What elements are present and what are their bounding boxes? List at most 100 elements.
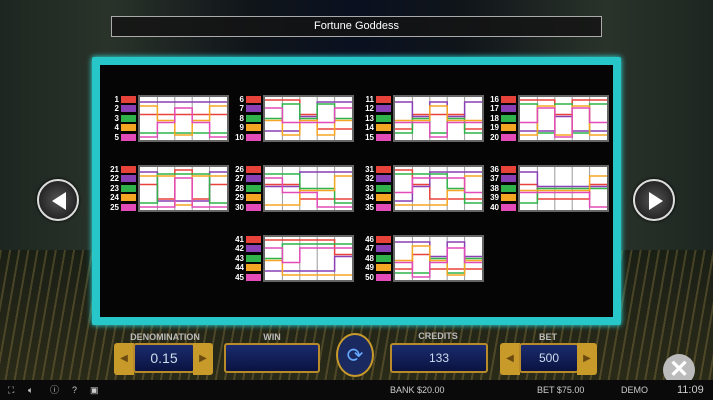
total-bet: BET $75.00 bbox=[537, 385, 585, 395]
payline-number: 3 bbox=[114, 113, 119, 123]
payline-pattern-icon bbox=[246, 133, 261, 141]
page-title: Fortune Goddess bbox=[111, 16, 602, 37]
payline-number: 37 bbox=[490, 174, 499, 184]
payline-number: 6 bbox=[239, 95, 244, 104]
payline-pattern-icon bbox=[246, 254, 261, 262]
payline-pattern-icon bbox=[376, 96, 391, 103]
payline-50 bbox=[395, 247, 482, 278]
sound-icon[interactable]: 🔈︎ bbox=[28, 385, 34, 395]
payline-28 bbox=[265, 173, 352, 204]
payline-pattern-icon bbox=[246, 203, 261, 211]
info-icon[interactable]: ⓘ bbox=[50, 385, 60, 395]
denomination-decrease-button[interactable]: ◀ bbox=[114, 343, 134, 375]
payline-icons bbox=[501, 166, 516, 213]
denomination-label: DENOMINATION bbox=[130, 332, 200, 342]
payline-pattern-icon bbox=[246, 114, 261, 122]
payline-number: 20 bbox=[490, 132, 499, 142]
payline-35 bbox=[395, 177, 482, 194]
next-page-button[interactable] bbox=[633, 179, 675, 221]
payline-icons bbox=[121, 166, 136, 213]
close-icon: ✕ bbox=[668, 356, 690, 383]
payline-number: 22 bbox=[110, 174, 119, 184]
payline-number: 36 bbox=[490, 165, 499, 174]
payline-number: 27 bbox=[235, 174, 244, 184]
payline-number: 23 bbox=[110, 183, 119, 193]
payline-group: 16 17 18 19 20 bbox=[485, 95, 609, 143]
payline-grid bbox=[518, 165, 609, 212]
payline-49 bbox=[395, 245, 482, 276]
payline-numbers: 21 22 23 24 25 bbox=[105, 165, 119, 212]
payline-4 bbox=[140, 105, 227, 136]
payline-group: 21 22 23 24 25 bbox=[105, 165, 229, 213]
payline-pattern-icon bbox=[246, 236, 261, 243]
payline-numbers: 31 32 33 34 35 bbox=[360, 165, 374, 212]
autoplay-button[interactable]: ⟳ bbox=[336, 333, 374, 377]
credits-value: 133 bbox=[390, 343, 488, 373]
payline-pattern-icon bbox=[121, 124, 136, 132]
payline-number: 4 bbox=[114, 123, 119, 133]
payline-pattern-icon bbox=[501, 124, 516, 132]
payline-group: 41 42 43 44 45 bbox=[230, 235, 354, 283]
payline-group: 6 7 8 9 10 bbox=[230, 95, 354, 143]
help-icon[interactable]: ? bbox=[72, 385, 78, 395]
payline-grid bbox=[263, 235, 354, 282]
bet-decrease-button[interactable]: ◀ bbox=[500, 343, 520, 375]
payline-grid bbox=[138, 95, 229, 142]
payline-pattern-icon bbox=[376, 236, 391, 243]
payline-13 bbox=[395, 117, 482, 134]
payline-number: 43 bbox=[235, 253, 244, 263]
payline-pattern-icon bbox=[376, 105, 391, 113]
payline-number: 7 bbox=[239, 104, 244, 114]
payline-18 bbox=[520, 103, 607, 134]
payline-6 bbox=[265, 99, 352, 130]
payline-pattern-icon bbox=[376, 194, 391, 202]
payline-pattern-icon bbox=[246, 166, 261, 173]
payline-number: 15 bbox=[365, 132, 374, 142]
bet-increase-button[interactable]: ▶ bbox=[577, 343, 597, 375]
payline-pattern-icon bbox=[501, 133, 516, 141]
payline-pattern-icon bbox=[376, 245, 391, 253]
payline-pattern-icon bbox=[246, 124, 261, 132]
history-icon[interactable]: ▣ bbox=[90, 385, 99, 395]
payline-pattern-icon bbox=[121, 184, 136, 192]
payline-number: 18 bbox=[490, 113, 499, 123]
payline-icons bbox=[121, 96, 136, 143]
payline-pattern-icon bbox=[246, 175, 261, 183]
payline-number: 26 bbox=[235, 165, 244, 174]
payline-16 bbox=[520, 99, 607, 116]
payline-pattern-icon bbox=[121, 203, 136, 211]
payline-33 bbox=[395, 173, 482, 204]
payline-numbers: 6 7 8 9 10 bbox=[230, 95, 244, 142]
payline-group: 36 37 38 39 40 bbox=[485, 165, 609, 213]
payline-numbers: 16 17 18 19 20 bbox=[485, 95, 499, 142]
payline-20 bbox=[520, 107, 607, 138]
bet-label: BET bbox=[539, 332, 557, 342]
payline-number: 21 bbox=[110, 165, 119, 174]
fullscreen-icon[interactable]: ⛶ bbox=[8, 385, 15, 395]
clock: 11:09 bbox=[677, 384, 704, 396]
payline-group: 11 12 13 14 15 bbox=[360, 95, 484, 143]
payline-pattern-icon bbox=[121, 105, 136, 113]
paylines-grid-area: 1 2 3 4 5 6 7 8 9 10 11 12 13 14 15 16 17 18 19 20 21 22 23 24 2… bbox=[100, 65, 613, 317]
previous-page-button[interactable] bbox=[37, 179, 79, 221]
payline-numbers: 26 27 28 29 30 bbox=[230, 165, 244, 212]
payline-icons bbox=[376, 166, 391, 213]
denomination-value: 0.15 bbox=[133, 343, 195, 373]
payline-number: 9 bbox=[239, 123, 244, 133]
denomination-increase-button[interactable]: ▶ bbox=[193, 343, 213, 375]
payline-number: 47 bbox=[365, 244, 374, 254]
win-label: WIN bbox=[263, 332, 281, 342]
payline-pattern-icon bbox=[246, 273, 261, 281]
payline-pattern-icon bbox=[376, 166, 391, 173]
payline-number: 31 bbox=[365, 165, 374, 174]
payline-number: 13 bbox=[365, 113, 374, 123]
payline-pattern-icon bbox=[501, 114, 516, 122]
payline-number: 1 bbox=[114, 95, 119, 104]
payline-15 bbox=[395, 121, 482, 138]
payline-number: 12 bbox=[365, 104, 374, 114]
payline-pattern-icon bbox=[121, 114, 136, 122]
payline-number: 44 bbox=[235, 263, 244, 273]
payline-pattern-icon bbox=[376, 114, 391, 122]
payline-numbers: 41 42 43 44 45 bbox=[230, 235, 244, 282]
